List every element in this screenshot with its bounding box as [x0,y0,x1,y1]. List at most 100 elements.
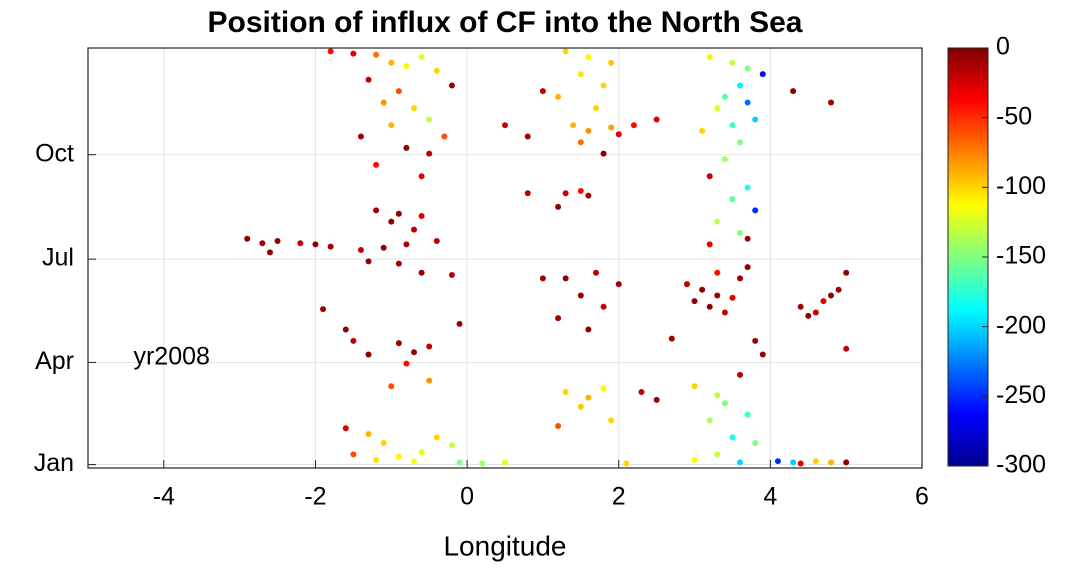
point [426,377,433,384]
point [714,292,721,299]
point [714,451,721,458]
point [714,105,721,112]
point [638,388,645,395]
colorbar-tick-label: -200 [996,311,1046,339]
y-tick-label: Oct [35,139,74,167]
point [577,403,584,410]
point [843,345,850,352]
x-tick-label: 6 [915,483,929,511]
point [426,116,433,123]
point [843,269,850,276]
point [630,122,637,129]
colorbar-tick-label: -50 [996,102,1032,130]
point [729,122,736,129]
point [721,400,728,407]
point [365,430,372,437]
point [797,460,804,467]
point [600,303,607,310]
point [411,105,418,112]
point [608,124,615,131]
point [585,192,592,199]
point [752,207,759,214]
point [380,440,387,447]
point [600,385,607,392]
point [418,54,425,61]
point [737,139,744,146]
point [699,286,706,293]
x-tick-label: -4 [153,483,175,511]
point [388,122,395,129]
point [790,459,797,466]
point [608,59,615,66]
point [297,240,304,247]
point [592,105,599,112]
y-tick-label: Jul [42,244,74,272]
point [320,306,327,313]
point [411,226,418,233]
point [714,269,721,276]
point [562,190,569,197]
point [699,127,706,134]
point [448,442,455,449]
point [729,294,736,301]
y-tick-label: Apr [35,347,74,375]
x-tick-label: 2 [612,483,626,511]
point [327,48,334,55]
point [555,93,562,100]
point [448,272,455,279]
point [600,82,607,89]
y-tick-label: Jan [34,449,74,477]
colorbar-tick-label: -300 [996,451,1046,479]
point [729,59,736,66]
point [577,71,584,78]
point [691,298,698,305]
point [706,241,713,248]
point [744,411,751,418]
annotation: yr2008 [133,343,209,371]
point [737,230,744,237]
point [585,326,592,333]
point [608,417,615,424]
point [350,337,357,344]
point [744,235,751,242]
point [539,88,546,95]
point [411,349,418,356]
point [729,195,736,202]
point [418,449,425,456]
point [774,458,781,465]
point [752,440,759,447]
point [373,457,380,464]
point [691,457,698,464]
point [721,156,728,163]
point [502,122,508,129]
point [744,264,751,271]
point [433,67,440,74]
point [395,260,402,267]
point [653,396,660,403]
point [812,309,819,316]
x-tick-label: 0 [460,483,474,511]
point [828,459,835,466]
point [585,394,592,401]
point [843,459,850,466]
point [721,309,728,316]
colorbar [947,47,989,467]
point [577,139,584,146]
point [524,133,531,140]
point [585,54,592,61]
point [266,249,273,256]
point [312,241,319,248]
point [812,458,819,465]
point [259,240,266,247]
point [683,281,690,288]
point [388,383,395,390]
point [418,173,425,180]
point [759,351,766,358]
point [577,188,584,195]
point [342,326,349,333]
point [395,340,402,347]
point [403,360,410,367]
point [380,99,387,106]
point [350,451,357,458]
